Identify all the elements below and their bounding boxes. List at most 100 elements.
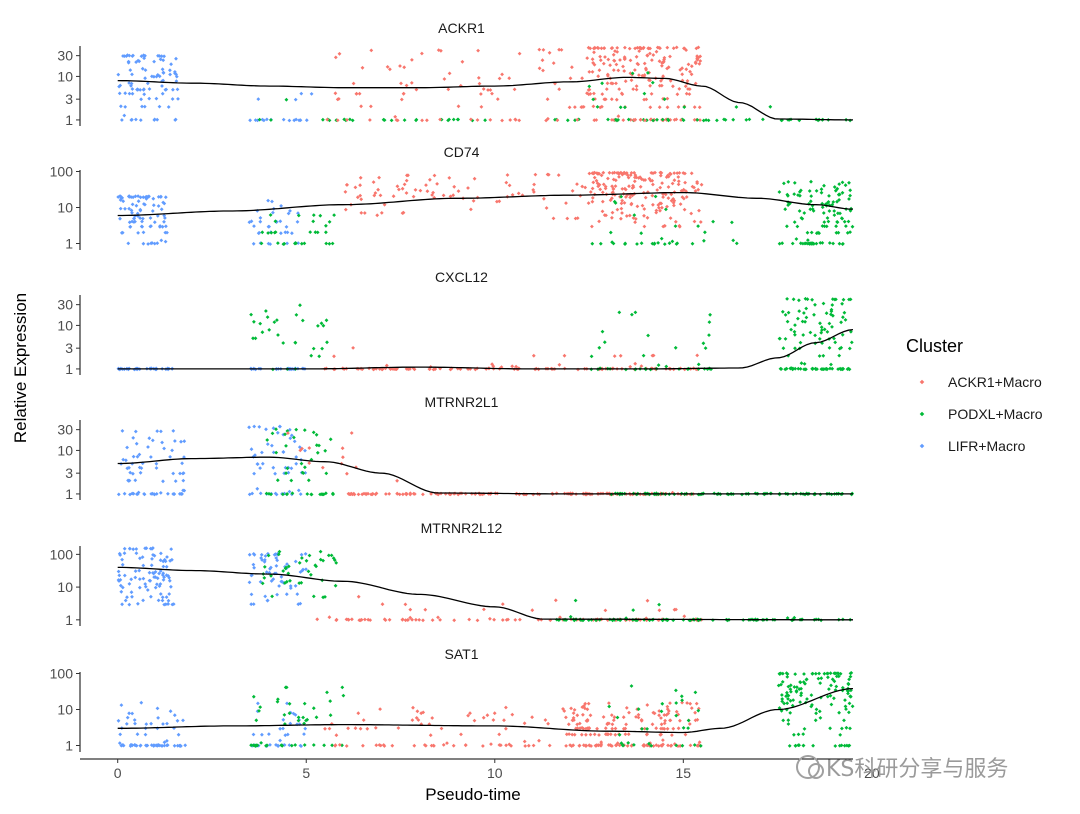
data-point [317, 354, 322, 359]
data-point [807, 189, 812, 193]
data-point [314, 715, 319, 720]
data-point [400, 617, 405, 622]
data-point [617, 87, 622, 91]
data-point [161, 722, 165, 726]
data-point [358, 175, 363, 180]
data-point [284, 225, 289, 229]
data-point [632, 743, 636, 747]
data-point [295, 220, 300, 224]
data-point [159, 194, 163, 199]
data-point [546, 721, 550, 726]
data-point [149, 743, 154, 747]
data-point [251, 336, 255, 341]
data-point [278, 219, 283, 224]
data-point [178, 744, 182, 748]
y-tick-label: 1 [65, 112, 73, 128]
data-point [595, 726, 599, 731]
data-point [123, 91, 128, 96]
data-point [137, 568, 142, 573]
data-point [149, 455, 153, 459]
data-point [798, 680, 802, 684]
data-point [122, 113, 127, 118]
data-point [826, 675, 830, 680]
data-point [287, 701, 292, 706]
data-point [284, 579, 289, 584]
data-point [297, 561, 302, 565]
data-point [427, 367, 432, 371]
data-point [823, 367, 827, 371]
data-point [270, 199, 274, 204]
data-point [837, 353, 842, 358]
data-point [380, 367, 384, 372]
data-point [642, 97, 646, 102]
data-point [692, 105, 697, 109]
data-point [466, 186, 470, 190]
data-point [292, 435, 296, 440]
data-point [298, 492, 303, 496]
data-point [613, 726, 618, 731]
data-point [264, 309, 268, 313]
data-point [674, 45, 679, 50]
data-point [162, 219, 166, 224]
data-point [639, 231, 644, 236]
data-point [605, 81, 610, 86]
data-point [293, 341, 298, 345]
data-point [781, 346, 786, 351]
data-point [596, 74, 601, 79]
data-point [286, 571, 291, 576]
data-point [821, 301, 826, 306]
data-point [622, 57, 627, 62]
data-point [413, 188, 418, 192]
data-point [664, 364, 669, 369]
data-point [829, 683, 833, 688]
watermark-text: KS科研分享与服务 [826, 757, 1008, 782]
data-point [174, 56, 178, 61]
data-point [283, 566, 288, 571]
data-point [780, 699, 785, 704]
data-point [800, 319, 805, 324]
data-point [818, 241, 823, 245]
data-point [253, 336, 258, 341]
data-point [583, 701, 588, 706]
data-point [160, 91, 165, 96]
data-point [611, 190, 615, 195]
data-point [843, 318, 848, 322]
data-point [788, 687, 793, 692]
data-point [811, 241, 815, 246]
data-point [830, 303, 835, 307]
data-point [467, 617, 472, 622]
data-point [674, 701, 679, 705]
data-point [163, 230, 168, 235]
data-point [602, 46, 606, 51]
data-point [628, 117, 633, 122]
trend-line [117, 191, 854, 217]
data-point [259, 241, 264, 246]
data-point [163, 216, 167, 220]
data-point [120, 429, 125, 433]
data-point [151, 203, 156, 208]
data-point [631, 185, 636, 189]
data-point [598, 241, 603, 246]
data-point [395, 184, 400, 189]
data-point [612, 354, 617, 358]
data-point [792, 329, 797, 334]
data-point [790, 367, 795, 372]
data-point [447, 71, 452, 76]
data-point [270, 431, 275, 436]
data-point [826, 219, 831, 224]
data-point [134, 203, 139, 208]
data-point [284, 444, 288, 448]
data-point [734, 105, 739, 109]
data-point [845, 688, 850, 693]
data-point [157, 104, 162, 109]
data-point [816, 676, 821, 681]
data-point [707, 320, 712, 324]
data-point [659, 171, 664, 175]
data-point [782, 701, 786, 706]
data-point [693, 81, 698, 86]
data-point [588, 46, 593, 51]
data-point [492, 617, 496, 622]
data-point [406, 618, 410, 622]
data-point [408, 607, 413, 612]
data-point [557, 362, 562, 367]
